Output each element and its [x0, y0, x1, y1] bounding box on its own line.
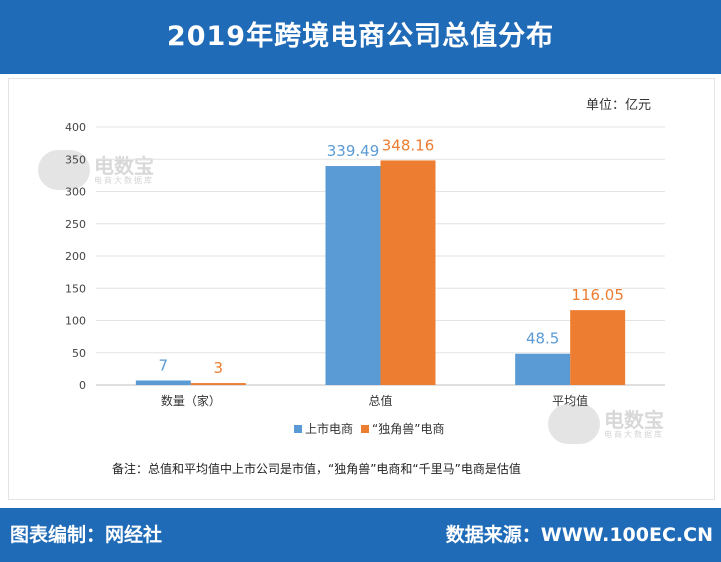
y-tick-label: 0 — [79, 379, 86, 392]
legend-swatch — [361, 424, 370, 433]
footnote: 备注：总值和平均值中上市公司是市值，“独角兽”电商和“千里马”电商是估值 — [112, 462, 521, 476]
y-tick-label: 300 — [65, 186, 86, 199]
watermark-brand: 电数宝 — [604, 407, 664, 432]
data-label: 348.16 — [382, 136, 435, 154]
watermark-bottom: 电数宝 电商大数据库 — [548, 404, 664, 444]
data-label: 48.5 — [526, 330, 559, 348]
bar — [325, 166, 381, 385]
watermark-sub: 电商大数据库 — [94, 175, 154, 185]
bar — [190, 383, 246, 385]
watermark-sub: 电商大数据库 — [604, 429, 664, 439]
data-label: 339.49 — [327, 142, 380, 160]
header-bar — [0, 0, 721, 74]
footer-source: 数据来源：WWW.100EC.CN — [445, 524, 713, 546]
footer-credit: 图表编制：网经社 — [10, 524, 163, 546]
y-tick-label: 350 — [65, 153, 86, 166]
watermark-logo-icon — [548, 404, 600, 444]
data-label: 7 — [159, 356, 169, 374]
data-label: 116.05 — [571, 286, 624, 304]
y-tick-label: 150 — [65, 282, 86, 295]
y-tick-label: 50 — [72, 347, 86, 360]
y-tick-label: 200 — [65, 250, 86, 263]
watermark-brand: 电数宝 — [94, 153, 154, 178]
page-title: 2019年跨境电商公司总值分布 — [166, 21, 555, 52]
bar — [380, 160, 436, 385]
y-tick-label: 100 — [65, 315, 86, 328]
x-tick-label: 平均值 — [552, 393, 588, 408]
x-tick-label: 数量（家） — [161, 393, 221, 408]
bar — [135, 380, 191, 385]
legend-swatch — [294, 424, 302, 433]
x-tick-label: 总值 — [368, 393, 392, 408]
data-label: 3 — [214, 359, 224, 377]
legend-label: “独角兽”电商 — [372, 422, 445, 436]
legend: 上市电商 “独角兽”电商 — [294, 420, 444, 437]
footer-bar: 图表编制：网经社 数据来源：WWW.100EC.CN — [0, 508, 721, 562]
watermark-top: 电数宝 电商大数据库 — [38, 150, 154, 190]
bar — [515, 353, 571, 385]
y-tick-label: 400 — [65, 121, 86, 134]
bar — [570, 310, 626, 385]
legend-label: 上市电商 — [305, 422, 354, 436]
legend-item-listed: 上市电商 — [294, 420, 353, 437]
unit-label: 单位：亿元 — [586, 98, 652, 113]
y-tick-label: 250 — [65, 218, 86, 231]
legend-item-unicorn: “独角兽”电商 — [361, 420, 444, 437]
watermark-logo-icon — [38, 150, 90, 190]
